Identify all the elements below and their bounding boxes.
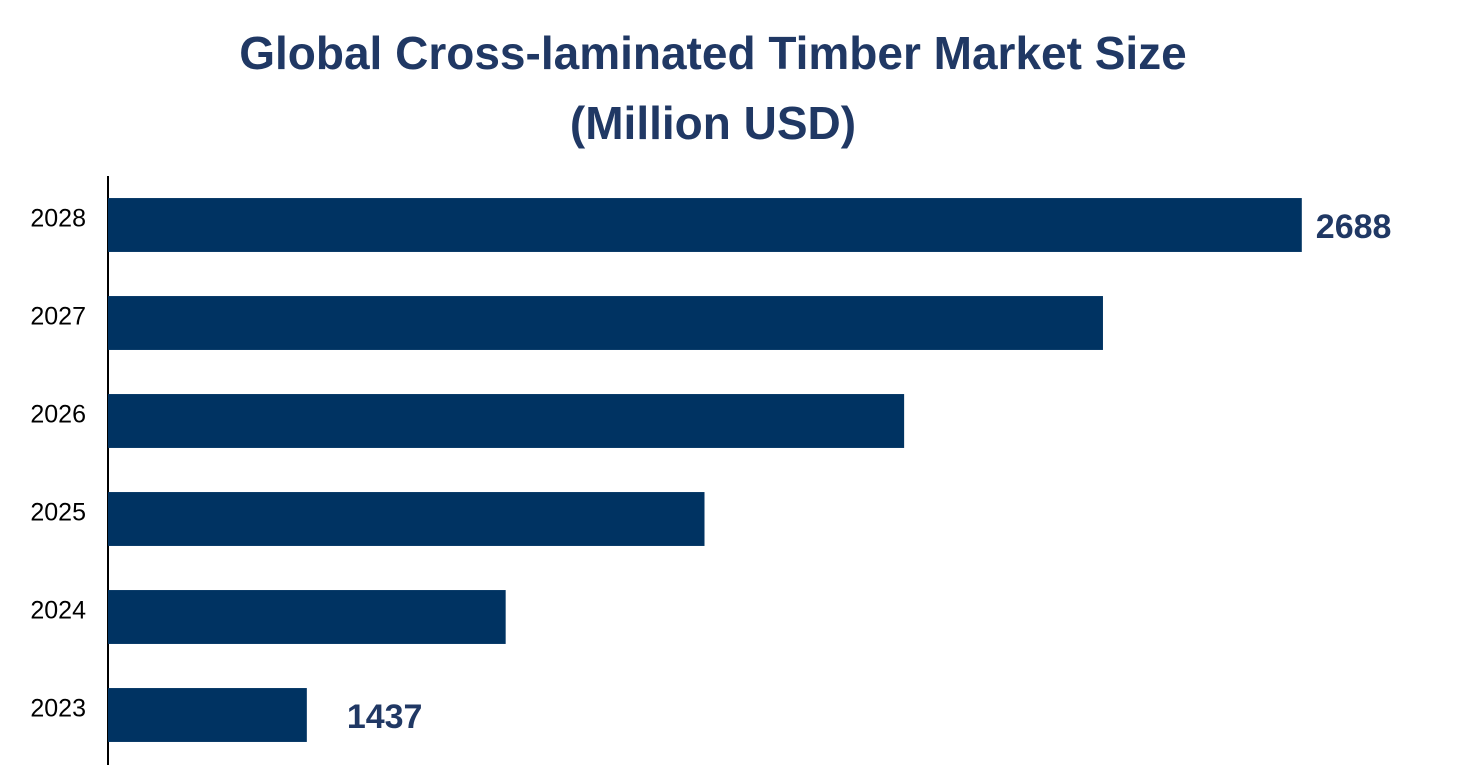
data-label: 1437	[347, 698, 423, 736]
chart-title: Global Cross-laminated Timber Market Siz…	[239, 27, 1187, 79]
bar	[108, 394, 905, 448]
bar	[108, 688, 307, 742]
bar	[108, 296, 1103, 350]
y-tick-label: 2023	[30, 695, 86, 723]
bar	[108, 492, 705, 546]
bar	[108, 590, 506, 644]
y-tick-label: 2024	[30, 597, 86, 625]
y-tick-label: 2027	[30, 303, 86, 331]
chart-subtitle: (Million USD)	[570, 97, 856, 149]
data-label: 2688	[1316, 208, 1392, 246]
y-tick-label: 2025	[30, 499, 86, 527]
y-tick-label: 2026	[30, 401, 86, 429]
bar	[108, 198, 1302, 252]
y-tick-label: 2028	[30, 205, 86, 233]
